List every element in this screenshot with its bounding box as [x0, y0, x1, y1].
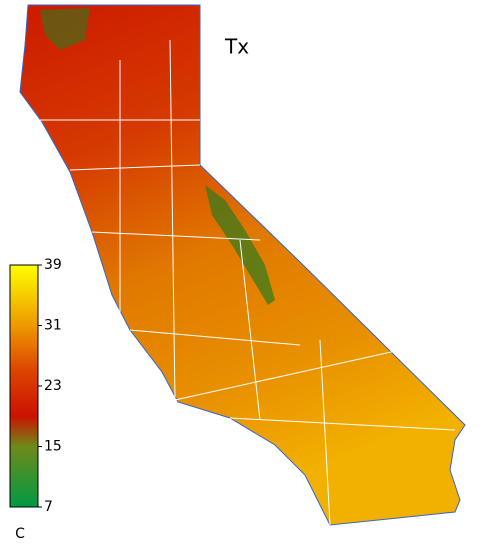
colorbar-tick-label: 23	[44, 378, 62, 394]
colorbar-unit: C	[15, 526, 25, 542]
colorbar-tick-label: 39	[44, 257, 62, 273]
colorbar-tick-label: 31	[44, 318, 62, 334]
county-lines	[40, 39, 456, 526]
colorbar-tick-label: 15	[44, 439, 62, 455]
colorbar-tick-label: 7	[44, 499, 53, 515]
california-map	[19, 4, 466, 526]
north-green	[40, 8, 90, 50]
map-title: Tx	[224, 35, 249, 59]
colorbar	[9, 264, 39, 508]
sierra-green	[205, 185, 275, 305]
